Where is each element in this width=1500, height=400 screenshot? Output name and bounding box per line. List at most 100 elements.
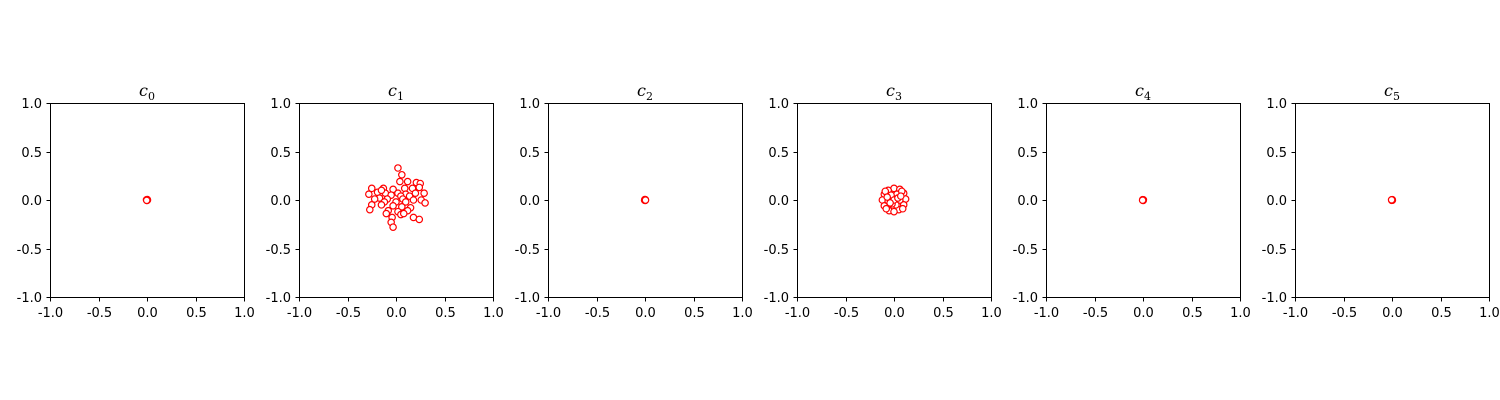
x-tick-label: 1.0 (483, 306, 504, 321)
y-tick-label: 0.5 (21, 146, 42, 161)
y-tick-label: 0.0 (1266, 194, 1287, 209)
data-point (898, 204, 907, 213)
data-point (389, 202, 397, 210)
subplot-title: c0 (139, 81, 155, 103)
x-tick-label: -0.5 (834, 306, 859, 321)
subplot-title-subscript: 4 (1144, 90, 1151, 103)
subplot-c0: c0 -1.0 -0.5 0.0 0.5 1.0 -1.0 -0.5 0.0 0.5 1.0 (17, 81, 255, 321)
subplot-title-subscript: 3 (895, 90, 902, 103)
subplot-title-subscript: 0 (148, 90, 155, 103)
subplot-c4: c4 -1.0 -0.5 0.0 0.5 1.0 -1.0 -0.5 0.0 0.5 1.0 (1013, 81, 1251, 321)
y-tick-label: 0.0 (1017, 194, 1038, 209)
y-tick-label: -1.0 (266, 291, 291, 306)
data-point (1387, 196, 1396, 204)
x-tick-label: 1.0 (981, 306, 1002, 321)
y-tick-label: 0.0 (21, 194, 42, 209)
x-tick-label: -1.0 (287, 306, 312, 321)
data-point (377, 201, 386, 209)
y-tick-label: -0.5 (1262, 243, 1287, 258)
y-tick-label: 0.0 (270, 194, 291, 209)
y-tick-label: 1.0 (768, 97, 789, 112)
data-point (366, 205, 374, 214)
data-point (396, 177, 404, 186)
subplot-title-base: c (1135, 81, 1144, 100)
subplot-c2: c2 -1.0 -0.5 0.0 0.5 1.0 -1.0 -0.5 0.0 0.5 1.0 (515, 81, 753, 321)
y-tick-label: -1.0 (1013, 291, 1038, 306)
x-tick-label: -0.5 (585, 306, 610, 321)
data-point (420, 189, 428, 198)
y-tick-label: 1.0 (1017, 97, 1038, 112)
data-point (401, 198, 410, 206)
x-tick-label: 0.0 (1382, 306, 1403, 321)
subplot-title: c3 (886, 81, 902, 103)
y-tick-label: -1.0 (17, 291, 42, 306)
x-tick-label: 0.0 (1133, 306, 1154, 321)
data-point (886, 199, 894, 207)
x-tick-label: -1.0 (785, 306, 810, 321)
y-tick-label: 1.0 (519, 97, 540, 112)
data-point (142, 196, 151, 205)
data-point (421, 199, 429, 207)
x-tick-label: 0.0 (137, 306, 158, 321)
data-point (377, 186, 386, 195)
data-point (409, 196, 418, 204)
x-tick-label: 0.5 (684, 306, 705, 321)
x-tick-label: -0.5 (1083, 306, 1108, 321)
data-point (896, 192, 905, 200)
data-point (882, 204, 891, 213)
x-tick-label: -1.0 (1034, 306, 1059, 321)
y-tick-label: 0.0 (768, 194, 789, 209)
data-point (411, 189, 420, 198)
x-tick-label: 0.0 (635, 306, 656, 321)
y-tick-label: 0.5 (270, 146, 291, 161)
x-tick-label: 1.0 (1230, 306, 1251, 321)
x-tick-label: -0.5 (87, 306, 112, 321)
y-tick-label: 0.5 (519, 146, 540, 161)
data-point (394, 164, 402, 172)
subplot-c5: c5 -1.0 -0.5 0.0 0.5 1.0 -1.0 -0.5 0.0 0.5 1.0 (1262, 81, 1500, 321)
data-point (1138, 196, 1147, 204)
x-tick-label: 0.5 (1431, 306, 1452, 321)
subplot-title: c4 (1135, 81, 1151, 103)
x-tick-label: -1.0 (536, 306, 561, 321)
subplot-title-base: c (139, 81, 148, 100)
subplot-title: c1 (388, 81, 404, 103)
data-point (403, 177, 412, 186)
data-point (399, 209, 408, 218)
y-tick-label: -0.5 (266, 243, 291, 258)
data-point (883, 193, 892, 201)
data-point (415, 215, 424, 224)
data-point (370, 195, 379, 203)
x-tick-label: 0.5 (186, 306, 207, 321)
subplot-c1: c1 -1.0 -0.5 0.0 0.5 1.0 -1.0 -0.5 0.0 0.5 1.0 (266, 81, 504, 321)
x-tick-label: 0.5 (933, 306, 954, 321)
y-tick-label: -1.0 (764, 291, 789, 306)
subplot-title: c5 (1384, 81, 1400, 103)
y-tick-label: -1.0 (515, 291, 540, 306)
x-tick-label: 0.5 (1182, 306, 1203, 321)
data-point (365, 190, 373, 198)
subplot-c3: c3 -1.0 -0.5 0.0 0.5 1.0 -1.0 -0.5 0.0 0.5 1.0 (764, 81, 1002, 321)
y-tick-label: -0.5 (515, 243, 540, 258)
data-point (382, 209, 391, 218)
data-point (415, 183, 424, 192)
x-tick-label: 0.0 (386, 306, 407, 321)
x-tick-label: 1.0 (1479, 306, 1500, 321)
y-tick-label: -0.5 (1013, 243, 1038, 258)
y-tick-label: 1.0 (270, 97, 291, 112)
subplot-title-base: c (388, 81, 397, 100)
subplot-title-base: c (1384, 81, 1393, 100)
x-tick-label: 0.0 (884, 306, 905, 321)
subplot-title-subscript: 2 (646, 90, 653, 103)
y-tick-label: -1.0 (1262, 291, 1287, 306)
x-tick-label: -0.5 (1332, 306, 1357, 321)
subplot-title-subscript: 1 (397, 90, 404, 103)
y-tick-label: 0.5 (1017, 146, 1038, 161)
data-point (398, 170, 406, 179)
y-tick-label: 0.0 (519, 194, 540, 209)
y-tick-label: -0.5 (17, 243, 42, 258)
subplot-title-base: c (886, 81, 895, 100)
y-tick-label: 0.5 (768, 146, 789, 161)
x-tick-label: -1.0 (38, 306, 63, 321)
